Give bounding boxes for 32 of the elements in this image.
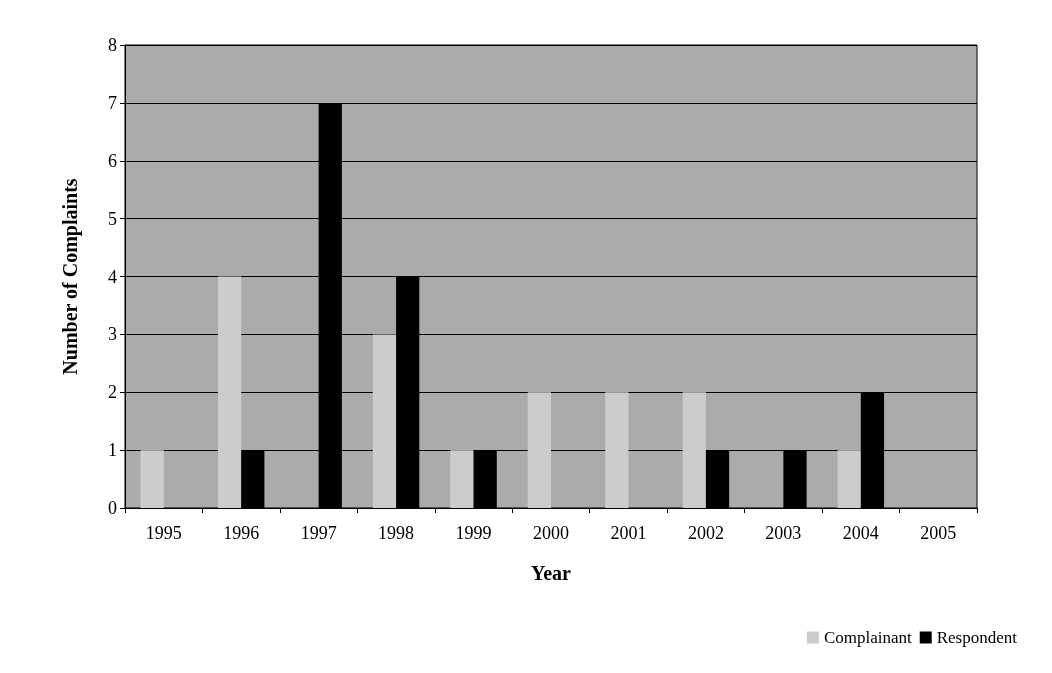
legend-label: Respondent: [936, 628, 1018, 647]
x-tick-label: 1995: [145, 523, 182, 543]
x-tick-label: 1996: [223, 523, 260, 543]
x-tick-label: 2005: [920, 523, 957, 543]
x-axis-title: Year: [531, 562, 572, 584]
x-tick-label: 1999: [455, 523, 492, 543]
bar: [527, 392, 551, 508]
x-tick-label: 2002: [687, 523, 724, 543]
y-tick-label: 7: [108, 92, 117, 113]
bar: [372, 334, 397, 508]
bar: [217, 276, 242, 508]
y-tick-label: 0: [108, 498, 117, 518]
bar: [837, 450, 861, 508]
y-tick-label: 5: [108, 208, 117, 229]
x-tick-label: 2001: [610, 523, 647, 543]
bar: [605, 392, 629, 508]
x-tick-label: 2003: [765, 523, 802, 543]
x-tick-label: 1997: [300, 523, 337, 543]
y-tick-label: 3: [108, 324, 117, 345]
y-tick-label: 6: [108, 150, 117, 171]
y-tick-label: 1: [108, 440, 117, 461]
bar: [140, 450, 164, 508]
y-tick-label: 4: [108, 266, 117, 287]
legend-label: Complainant: [823, 628, 913, 647]
bar: [450, 450, 474, 508]
y-axis-title: Number of Complaints: [59, 178, 82, 375]
x-tick-label: 2000: [533, 523, 569, 543]
x-tick-label: 1998: [378, 523, 415, 543]
bar: [682, 392, 706, 508]
y-tick-label: 8: [108, 35, 117, 55]
x-tick-label: 2004: [842, 523, 879, 543]
y-tick-label: 2: [108, 382, 117, 403]
